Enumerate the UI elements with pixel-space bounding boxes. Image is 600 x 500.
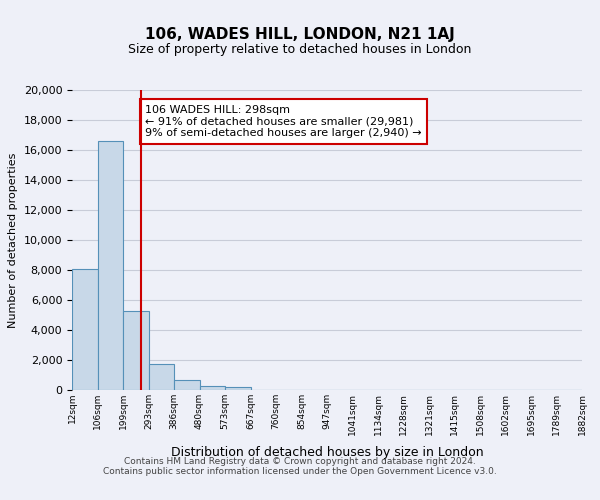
Bar <box>225 387 251 390</box>
Text: Contains public sector information licensed under the Open Government Licence v3: Contains public sector information licen… <box>103 468 497 476</box>
Text: Size of property relative to detached houses in London: Size of property relative to detached ho… <box>128 42 472 56</box>
Bar <box>72 268 97 390</box>
Text: Contains HM Land Registry data © Crown copyright and database right 2024.: Contains HM Land Registry data © Crown c… <box>124 458 476 466</box>
Text: 106, WADES HILL, LONDON, N21 1AJ: 106, WADES HILL, LONDON, N21 1AJ <box>145 28 455 42</box>
Bar <box>149 364 174 390</box>
Bar <box>123 310 149 390</box>
Bar <box>174 380 199 390</box>
Text: 106 WADES HILL: 298sqm
← 91% of detached houses are smaller (29,981)
9% of semi-: 106 WADES HILL: 298sqm ← 91% of detached… <box>145 105 422 138</box>
Bar <box>97 141 123 390</box>
Bar <box>199 386 225 390</box>
Y-axis label: Number of detached properties: Number of detached properties <box>8 152 18 328</box>
X-axis label: Distribution of detached houses by size in London: Distribution of detached houses by size … <box>170 446 484 459</box>
